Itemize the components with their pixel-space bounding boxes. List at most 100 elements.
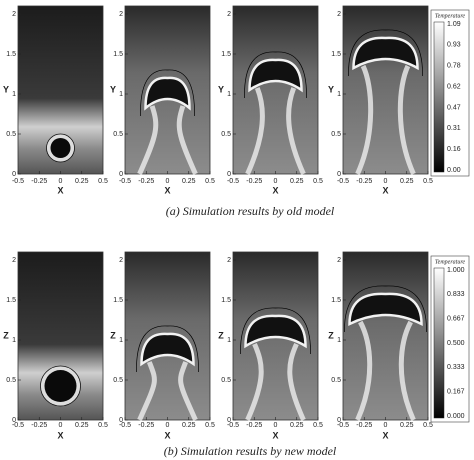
y-tick-label: 1 — [12, 337, 16, 344]
colorbar-tick-label: 0.00 — [447, 167, 461, 174]
y-tick-label: 1 — [119, 91, 123, 98]
y-tick-label: 0 — [337, 171, 341, 178]
x-tick-label: -0.5 — [119, 422, 131, 429]
plume-stem — [245, 342, 306, 422]
y-axis-label: Z — [110, 330, 116, 340]
y-axis-label: Z — [328, 330, 334, 340]
y-axis-label: Y — [110, 84, 116, 94]
x-tick-label: -0.5 — [337, 422, 349, 429]
colorbar-tick-label: 0.167 — [447, 389, 465, 396]
y-tick-label: 0.5 — [113, 131, 123, 138]
x-tick-label: 0.25 — [75, 178, 89, 185]
plume-cap — [140, 332, 195, 367]
x-tick-label: 0.25 — [290, 178, 304, 185]
colorbar-tick-label: 0.16 — [447, 146, 461, 153]
y-tick-label: 1.5 — [6, 51, 16, 58]
x-axis-label: X — [382, 185, 388, 195]
y-axis-label: Y — [3, 84, 9, 94]
x-tick-label: -0.5 — [12, 422, 24, 429]
caption: (a) Simulation results by old model — [166, 204, 335, 218]
y-tick-label: 0.5 — [6, 377, 16, 384]
x-axis-label: X — [272, 430, 278, 440]
caption: (b) Simulation results by new model — [164, 444, 337, 458]
colorbar-tick-label: 0.667 — [447, 316, 465, 323]
x-tick-label: 0.5 — [205, 178, 215, 185]
contour-line — [244, 51, 307, 99]
x-tick-label: 0.25 — [290, 422, 304, 429]
x-tick-label: 0.25 — [400, 422, 414, 429]
x-tick-label: -0.25 — [246, 178, 262, 185]
x-tick-label: -0.25 — [138, 178, 154, 185]
y-tick-label: 1.5 — [221, 51, 231, 58]
colorbar-tick-label: 0.78 — [447, 63, 461, 70]
plume-stem — [355, 64, 416, 176]
x-tick-label: 0 — [59, 178, 63, 185]
y-tick-label: 0 — [12, 171, 16, 178]
simulation-panel — [232, 5, 319, 175]
colorbar-tick-label: 0.833 — [447, 291, 465, 298]
x-tick-label: 0.5 — [98, 422, 108, 429]
x-tick-label: 0 — [166, 178, 170, 185]
x-tick-label: -0.25 — [31, 178, 47, 185]
x-tick-label: 0 — [166, 422, 170, 429]
y-tick-label: 2 — [337, 257, 341, 264]
y-tick-label: 0 — [12, 417, 16, 424]
x-tick-label: 0 — [384, 422, 388, 429]
x-tick-label: -0.5 — [337, 178, 349, 185]
x-tick-label: 0 — [59, 422, 63, 429]
plume-cap — [144, 76, 191, 111]
x-tick-label: 0.25 — [182, 422, 196, 429]
y-tick-label: 1 — [119, 337, 123, 344]
y-tick-label: 2 — [227, 11, 231, 18]
y-tick-label: 2 — [119, 11, 123, 18]
y-tick-label: 0.5 — [6, 131, 16, 138]
y-tick-label: 1 — [337, 337, 341, 344]
x-tick-label: 0 — [274, 178, 278, 185]
x-tick-label: 0.5 — [313, 422, 323, 429]
y-tick-label: 0.5 — [221, 377, 231, 384]
colorbar-tick-label: 0.31 — [447, 125, 461, 132]
y-axis-label: Y — [218, 84, 224, 94]
contour-line — [136, 325, 199, 373]
colorbar-tick-label: 0.62 — [447, 83, 461, 90]
x-axis-label: X — [272, 185, 278, 195]
y-tick-label: 1.5 — [6, 297, 16, 304]
x-tick-label: -0.5 — [119, 178, 131, 185]
simulation-panel — [342, 251, 429, 421]
contour-line — [344, 285, 427, 333]
y-axis-label: Z — [3, 330, 9, 340]
colorbar-tick-label: 0.000 — [447, 413, 465, 420]
y-tick-label: 0.5 — [113, 377, 123, 384]
plume-cap — [348, 292, 423, 327]
y-tick-label: 0 — [337, 417, 341, 424]
y-tick-label: 2 — [337, 11, 341, 18]
y-tick-label: 1 — [12, 91, 16, 98]
y-tick-label: 1 — [337, 91, 341, 98]
colorbar-title: Temperature — [435, 259, 466, 265]
y-tick-label: 2 — [227, 257, 231, 264]
y-tick-label: 1.5 — [331, 297, 341, 304]
x-axis-label: X — [57, 185, 63, 195]
x-tick-label: 0 — [274, 422, 278, 429]
contour-line — [240, 307, 311, 355]
x-tick-label: 0.5 — [98, 178, 108, 185]
colorbar-tick-label: 1.000 — [447, 267, 465, 274]
colorbar — [433, 21, 445, 173]
contour-line — [140, 69, 195, 117]
y-tick-label: 1 — [227, 91, 231, 98]
simulation-panel — [342, 5, 429, 175]
y-tick-label: 1.5 — [331, 51, 341, 58]
colorbar-tick-label: 1.09 — [447, 21, 461, 28]
x-tick-label: 0.5 — [423, 422, 433, 429]
plume-cap — [244, 314, 307, 349]
y-tick-label: 0.5 — [331, 131, 341, 138]
colorbar-tick-label: 0.333 — [447, 364, 465, 371]
y-tick-label: 0 — [227, 417, 231, 424]
x-tick-label: 0.5 — [313, 178, 323, 185]
y-tick-label: 1.5 — [113, 51, 123, 58]
x-axis-label: X — [164, 185, 170, 195]
colorbar — [433, 267, 445, 419]
x-tick-label: -0.5 — [12, 178, 24, 185]
